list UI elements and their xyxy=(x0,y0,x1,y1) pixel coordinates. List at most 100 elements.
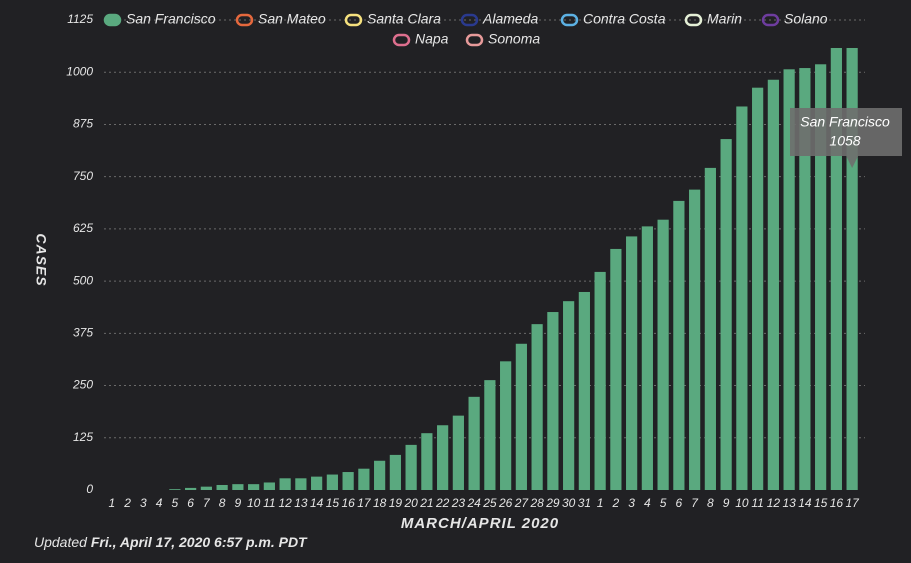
legend-label: Solano xyxy=(784,11,828,27)
x-tick-label: 11 xyxy=(751,496,763,510)
updated-time: Fri., April 17, 2020 6:57 p.m. PDT xyxy=(91,534,308,550)
bar xyxy=(641,226,653,491)
x-tick-label: 31 xyxy=(578,496,591,510)
legend-label: San Francisco xyxy=(126,11,216,27)
x-tick-label: 5 xyxy=(172,496,179,510)
x-tick-label: 7 xyxy=(203,496,211,510)
bar xyxy=(279,478,291,490)
legend-marker xyxy=(392,33,411,47)
bar xyxy=(232,484,244,490)
legend-marker xyxy=(465,33,484,47)
bar xyxy=(626,236,638,490)
x-tick-label: 20 xyxy=(403,496,418,510)
bar xyxy=(563,301,575,490)
bar xyxy=(578,291,590,490)
bar xyxy=(342,472,354,490)
x-tick-label: 26 xyxy=(498,496,513,510)
y-tick-label: 1125 xyxy=(67,12,93,26)
x-tick-label: 3 xyxy=(628,496,635,510)
x-tick-label: 12 xyxy=(278,496,292,510)
footer: Updated Fri., April 17, 2020 6:57 p.m. P… xyxy=(34,534,308,550)
legend-marker xyxy=(761,13,780,27)
x-tick-label: 29 xyxy=(545,496,560,510)
legend-label: San Mateo xyxy=(258,11,326,27)
bar xyxy=(216,484,228,490)
x-tick-label: 6 xyxy=(187,496,194,510)
x-tick-label: 14 xyxy=(310,496,324,510)
x-tick-label: 11 xyxy=(263,496,275,510)
x-tick-label: 6 xyxy=(676,496,683,510)
bar xyxy=(389,454,401,490)
bar xyxy=(437,425,449,490)
x-tick-label: 19 xyxy=(389,496,403,510)
y-tick-label: 625 xyxy=(73,221,93,235)
x-tick-label: 28 xyxy=(529,496,544,510)
x-tick-label: 15 xyxy=(326,496,340,510)
x-tick-label: 5 xyxy=(660,496,667,510)
bar xyxy=(657,219,669,490)
x-tick-label: 21 xyxy=(419,496,433,510)
bar xyxy=(374,460,386,490)
bar xyxy=(421,433,433,490)
bar xyxy=(815,64,827,490)
y-tick-label: 875 xyxy=(73,117,93,131)
x-tick-label: 18 xyxy=(373,496,387,510)
x-tick-label: 9 xyxy=(723,496,730,510)
x-tick-label: 2 xyxy=(612,496,620,510)
y-tick-label: 500 xyxy=(73,273,93,287)
x-tick-label: 25 xyxy=(482,496,497,510)
legend-marker xyxy=(460,13,479,27)
legend-label: Marin xyxy=(707,11,742,27)
x-tick-label: 16 xyxy=(341,496,355,510)
bar xyxy=(531,324,543,490)
legend-marker xyxy=(103,13,122,27)
bar xyxy=(311,476,323,490)
bar xyxy=(783,69,795,490)
x-tick-label: 12 xyxy=(767,496,781,510)
x-tick-label: 1 xyxy=(597,496,604,510)
y-tick-label: 750 xyxy=(73,169,93,183)
y-tick-label: 1000 xyxy=(66,64,93,78)
legend-marker xyxy=(560,13,579,27)
x-tick-label: 17 xyxy=(357,496,372,510)
legend-marker xyxy=(344,13,363,27)
y-tick-label: 250 xyxy=(72,378,93,392)
bar xyxy=(799,68,811,491)
bar xyxy=(830,47,842,490)
updated-label: Updated xyxy=(34,534,88,550)
legend-label: Santa Clara xyxy=(367,11,441,27)
bar xyxy=(673,200,685,491)
x-tick-label: 15 xyxy=(814,496,828,510)
x-tick-label: 7 xyxy=(691,496,699,510)
bar xyxy=(846,47,858,490)
legend-label: Alameda xyxy=(482,11,538,27)
bar xyxy=(248,484,260,490)
x-tick-label: 13 xyxy=(294,496,308,510)
bar xyxy=(736,106,748,490)
bar xyxy=(405,444,417,490)
bar xyxy=(484,380,496,490)
tooltip: San Francisco 1058 xyxy=(790,108,902,168)
tooltip-series: San Francisco xyxy=(800,114,890,130)
bar xyxy=(200,486,212,490)
bar xyxy=(704,167,716,491)
x-tick-label: 17 xyxy=(845,496,860,510)
x-tick-label: 8 xyxy=(219,496,226,510)
bar xyxy=(720,139,732,491)
x-tick-label: 30 xyxy=(562,496,576,510)
x-tick-label: 22 xyxy=(435,496,450,510)
x-tick-label: 10 xyxy=(735,496,749,510)
x-tick-label: 3 xyxy=(140,496,147,510)
bar xyxy=(358,468,370,490)
legend-label: Contra Costa xyxy=(583,11,666,27)
bar xyxy=(547,312,559,490)
bar xyxy=(767,79,779,491)
y-tick-label: 0 xyxy=(86,482,93,496)
x-tick-label: 23 xyxy=(451,496,466,510)
y-axis-label: CASES xyxy=(33,233,49,286)
y-tick-label: 125 xyxy=(73,430,93,444)
x-tick-label: 16 xyxy=(830,496,844,510)
legend-marker xyxy=(684,13,703,27)
x-axis-label: MARCH/APRIL 2020 xyxy=(401,515,559,532)
